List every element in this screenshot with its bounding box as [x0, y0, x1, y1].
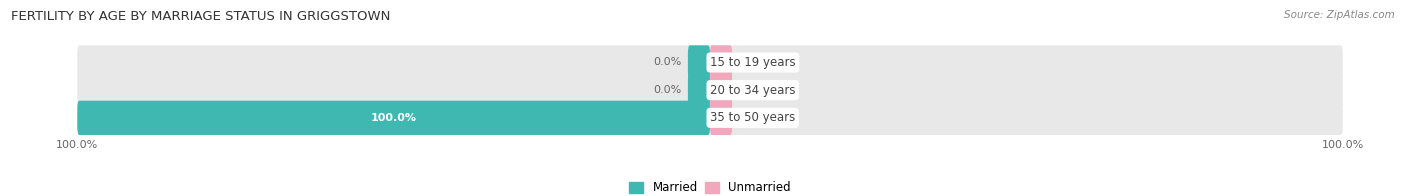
- Text: 20 to 34 years: 20 to 34 years: [710, 84, 796, 97]
- FancyBboxPatch shape: [77, 101, 710, 135]
- Text: 0.0%: 0.0%: [738, 113, 766, 123]
- FancyBboxPatch shape: [688, 45, 710, 80]
- Text: FERTILITY BY AGE BY MARRIAGE STATUS IN GRIGGSTOWN: FERTILITY BY AGE BY MARRIAGE STATUS IN G…: [11, 10, 391, 23]
- Legend: Married, Unmarried: Married, Unmarried: [624, 177, 796, 196]
- FancyBboxPatch shape: [710, 45, 733, 80]
- FancyBboxPatch shape: [688, 73, 710, 107]
- Text: 0.0%: 0.0%: [654, 85, 682, 95]
- Text: 100.0%: 100.0%: [371, 113, 416, 123]
- FancyBboxPatch shape: [77, 73, 1343, 107]
- Text: 15 to 19 years: 15 to 19 years: [710, 56, 796, 69]
- Text: 0.0%: 0.0%: [738, 57, 766, 67]
- Text: 0.0%: 0.0%: [654, 57, 682, 67]
- FancyBboxPatch shape: [710, 101, 733, 135]
- FancyBboxPatch shape: [77, 45, 1343, 80]
- FancyBboxPatch shape: [77, 101, 1343, 135]
- FancyBboxPatch shape: [710, 73, 733, 107]
- Text: 0.0%: 0.0%: [738, 85, 766, 95]
- Text: Source: ZipAtlas.com: Source: ZipAtlas.com: [1284, 10, 1395, 20]
- Text: 35 to 50 years: 35 to 50 years: [710, 111, 796, 124]
